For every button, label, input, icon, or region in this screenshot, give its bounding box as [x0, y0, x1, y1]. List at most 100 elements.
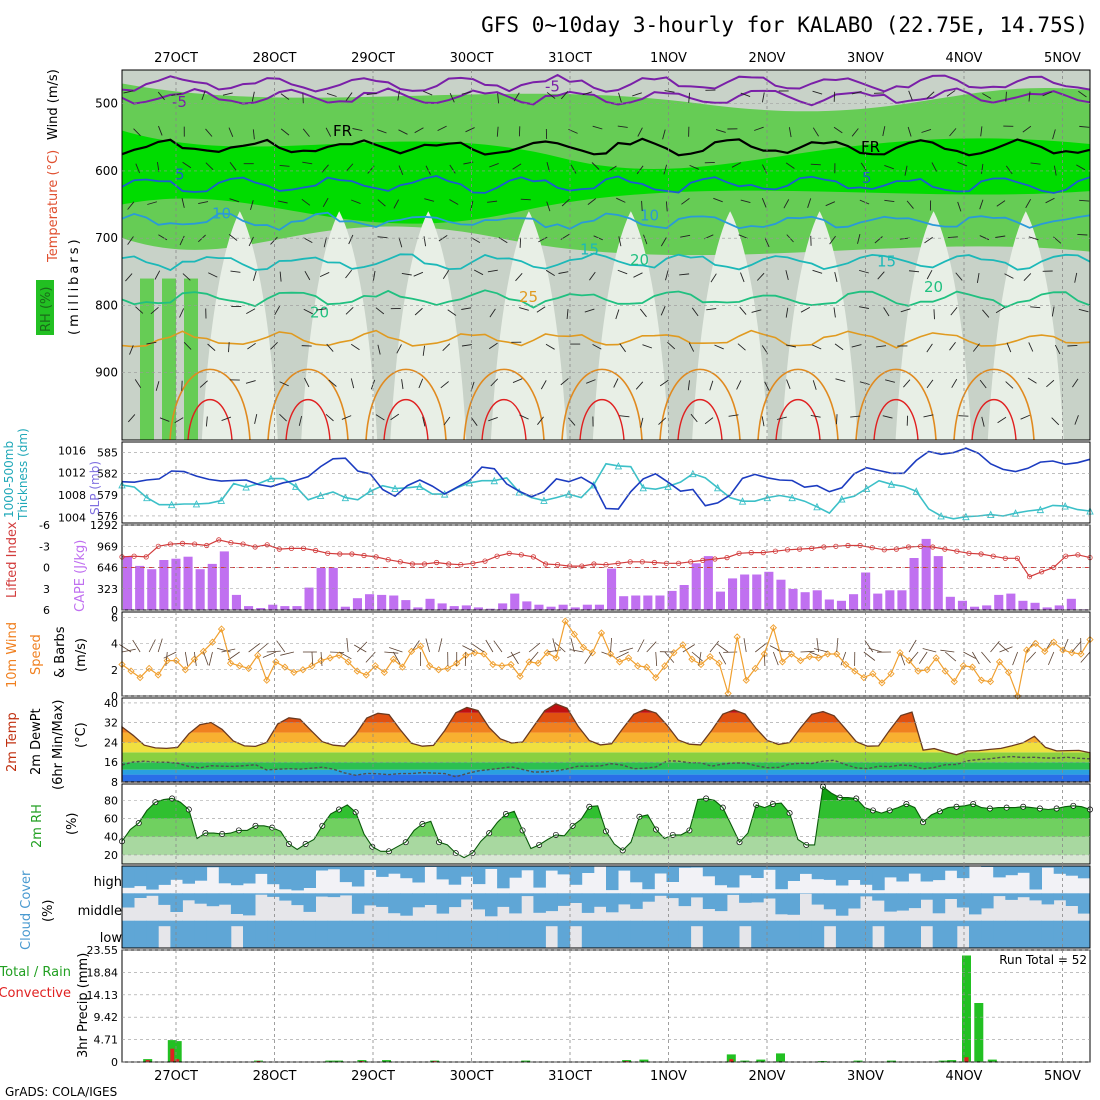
wind-barb-10m [365, 651, 376, 663]
wind-barb-10m [922, 648, 937, 653]
cloud-cell [424, 920, 437, 948]
cape-bar [740, 574, 750, 610]
wind-barb [681, 197, 690, 205]
precip-total-bar [987, 1059, 997, 1062]
wind-barb [761, 416, 765, 427]
cloud-cell [775, 866, 788, 890]
wind-speed-marker [1077, 650, 1085, 658]
wind-speed-marker [896, 649, 904, 657]
cloud-cell [339, 893, 353, 896]
wind-barb [689, 164, 699, 170]
rh-dry-plume [781, 211, 858, 440]
cloud-cell [557, 920, 571, 948]
wind-speed-marker [624, 654, 633, 662]
wind-barb [279, 413, 287, 422]
wind-barb [706, 308, 717, 311]
cloud-cell [666, 866, 679, 882]
wind-barb [1020, 414, 1030, 420]
wind-barb [376, 129, 387, 134]
rh2m-unit: (%) [65, 813, 80, 836]
wind-barb [398, 165, 404, 175]
cloud-cell [206, 893, 220, 907]
wind-barb [350, 378, 355, 389]
cloud-cell [1017, 920, 1030, 948]
cape-bar [703, 556, 713, 610]
precip-total-bar [172, 1041, 182, 1062]
wind-barb [1028, 342, 1034, 352]
rh-dry-plume [301, 211, 378, 440]
wind-barb [951, 378, 958, 388]
temperature-label: Temperature (°C) [46, 150, 61, 263]
cloud-cell [799, 866, 813, 874]
wind-barb [279, 381, 289, 387]
wind-barb-10m [547, 649, 562, 653]
wind-barb-10m [718, 651, 727, 665]
wind-barb [641, 200, 643, 211]
cloud-cell [908, 866, 921, 874]
cape-bar [256, 608, 266, 610]
wind-barb-10m [972, 651, 980, 665]
wind-barb [205, 416, 208, 427]
wind-barb [713, 197, 723, 203]
wind-barb [850, 415, 861, 418]
rh2m-label: 2m RH [30, 804, 45, 848]
wind-barb [440, 381, 449, 389]
wind-barb [1028, 236, 1039, 241]
cloud-cell [557, 866, 571, 875]
cape-bar [764, 571, 774, 610]
precip-total-bar [776, 1053, 785, 1062]
cape-bar [473, 607, 483, 610]
wind-speed-marker [145, 664, 153, 673]
wind-speed-marker [498, 662, 506, 670]
cloud-cell [666, 893, 679, 899]
cloud-cell [364, 893, 377, 906]
cloud-cell [146, 920, 159, 948]
run-total-label: Run Total = 52 [999, 953, 1087, 967]
cloud-cell [581, 893, 595, 913]
wind-barb-10m [262, 651, 276, 658]
cape-bar [340, 606, 350, 610]
precip-total-bar [382, 1060, 391, 1062]
wind-barb [270, 341, 278, 350]
wind-barb [302, 161, 313, 165]
date-label-bottom: 31OCT [548, 1069, 592, 1084]
wind-barb [688, 342, 695, 352]
wind-barb [591, 162, 600, 170]
wind-barb [926, 343, 933, 353]
date-label-bottom: 1NOV [650, 1069, 687, 1084]
isotherm-hot-loop [383, 398, 429, 441]
temp-band [122, 752, 1090, 763]
cloud-cell [727, 866, 740, 888]
precip-frame [121, 949, 1091, 1063]
cloud-cell [291, 866, 304, 891]
cloud-cell [811, 893, 825, 905]
wind-barb [592, 125, 603, 130]
cape-bar [873, 593, 883, 610]
wind-barb [442, 270, 450, 279]
wind-barb-10m [840, 651, 847, 666]
cloud-cell [497, 893, 510, 907]
wind-barb [568, 417, 576, 426]
cape-bar [425, 598, 435, 610]
wind-barb [616, 197, 626, 203]
cape-bar [292, 606, 302, 610]
wind-barb [635, 381, 644, 390]
wind-barb [884, 199, 895, 203]
cloud-cell [557, 893, 571, 906]
cape-bar [885, 590, 895, 610]
wind-barb [561, 198, 570, 207]
cape-bar [377, 594, 387, 610]
wind-barb [303, 308, 313, 315]
wind-barb [587, 198, 597, 205]
date-label-top: 2NOV [749, 51, 786, 66]
wind-barb [512, 378, 523, 384]
wind-barb [731, 162, 742, 168]
cloud-cell [315, 920, 329, 948]
cloud-cell [122, 866, 135, 888]
thickness-tick: 582 [97, 468, 118, 481]
contour-label: 10 [640, 207, 659, 225]
isotherm-warm-loop [463, 368, 545, 441]
isotherm-line [121, 137, 1091, 157]
wind-barb [589, 271, 596, 281]
cloud-cell [303, 893, 316, 912]
